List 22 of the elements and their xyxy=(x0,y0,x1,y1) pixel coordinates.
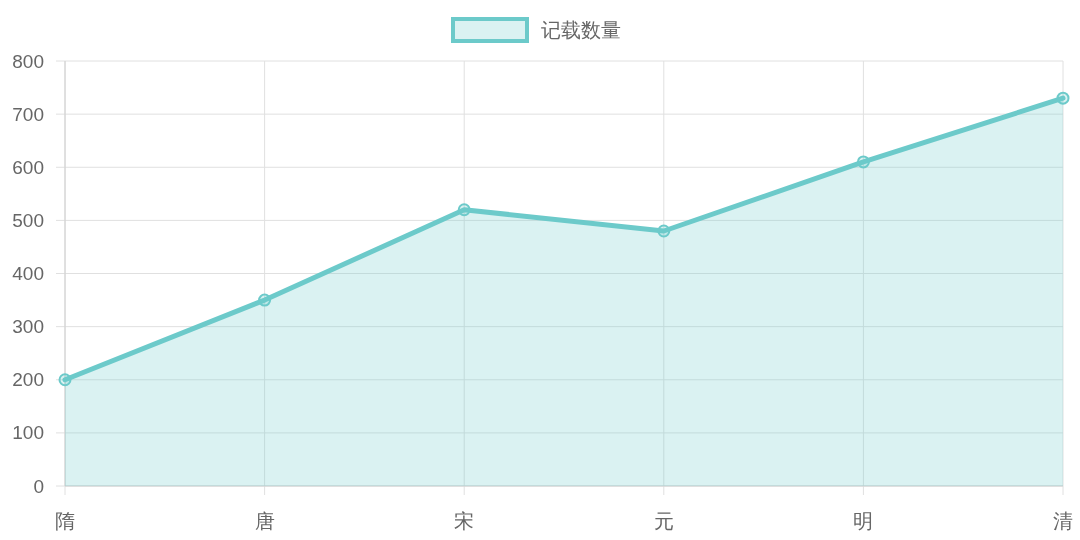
y-tick-label: 700 xyxy=(12,103,44,125)
x-tick-label: 隋 xyxy=(55,510,75,532)
point xyxy=(856,155,870,169)
y-tick-label: 200 xyxy=(12,369,44,391)
x-tick-label: 宋 xyxy=(454,510,475,532)
y-tick-label: 500 xyxy=(12,209,44,231)
x-tick-label: 清 xyxy=(1053,510,1073,532)
legend-label: 记载数量 xyxy=(541,19,621,41)
point xyxy=(1056,91,1070,105)
y-tick-label: 100 xyxy=(12,422,44,444)
x-tick-label: 唐 xyxy=(254,510,275,532)
point xyxy=(258,293,272,307)
x-tick-label: 元 xyxy=(653,510,674,532)
point xyxy=(457,203,471,217)
x-tick-label: 明 xyxy=(853,510,874,532)
y-tick-label: 800 xyxy=(12,50,44,72)
legend: 记载数量 xyxy=(451,17,621,43)
y-tick-label: 0 xyxy=(33,475,44,497)
point xyxy=(657,224,671,238)
y-tick-label: 300 xyxy=(12,316,44,338)
y-tick-label: 600 xyxy=(12,156,44,178)
y-tick-label: 400 xyxy=(12,263,44,284)
